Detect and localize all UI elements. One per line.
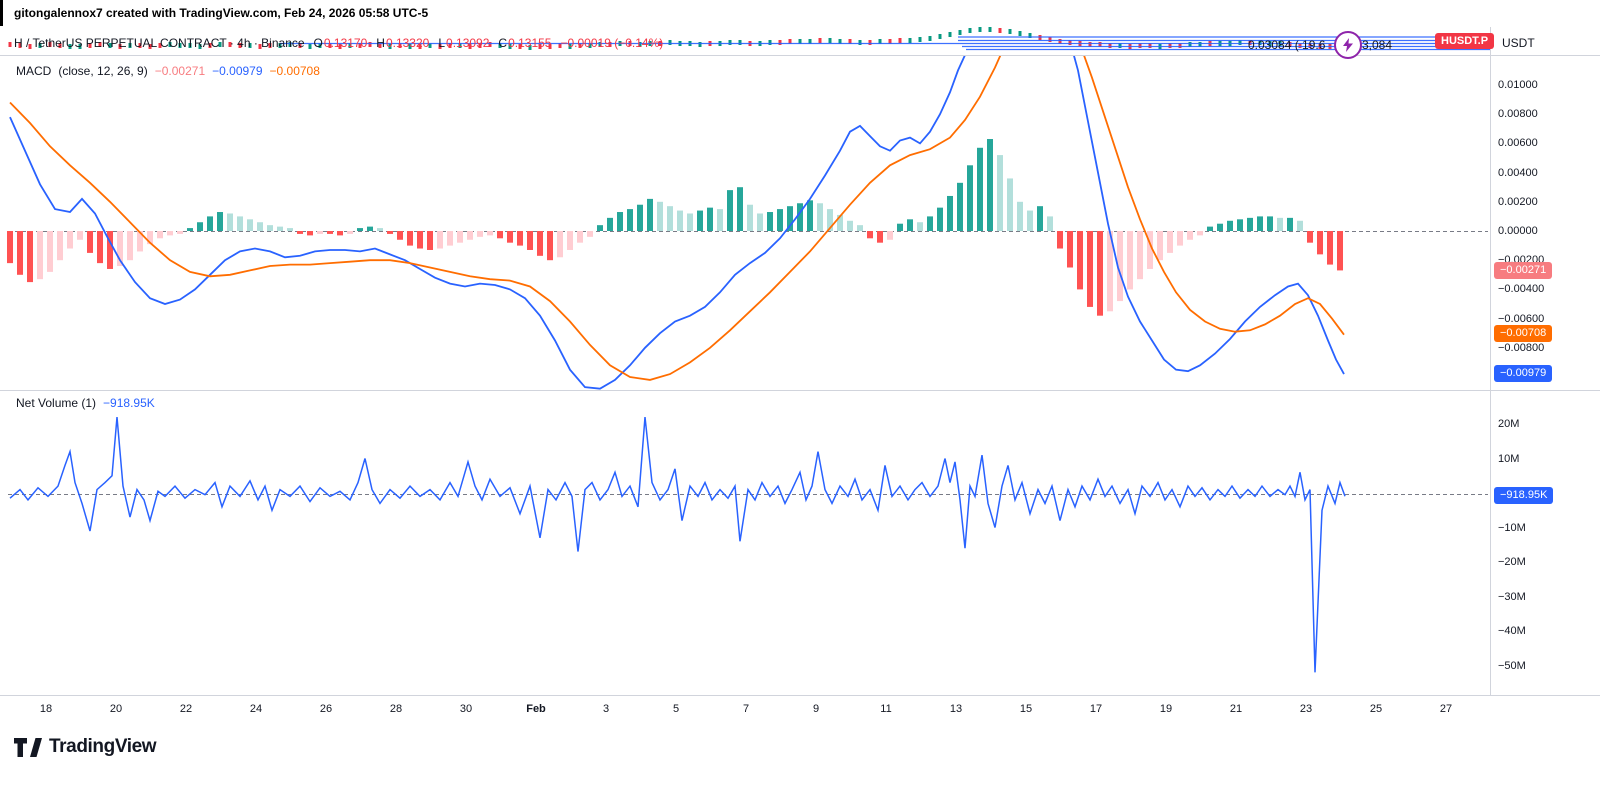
volume-axis-label: −20M xyxy=(1498,556,1526,568)
time-axis-label: 28 xyxy=(389,703,403,715)
net-volume-value-badge: −918.95K xyxy=(1494,487,1554,505)
time-axis-label: 17 xyxy=(1089,703,1103,715)
right-info-count: 3,084 xyxy=(1362,38,1393,52)
net-volume-line xyxy=(9,417,1346,673)
time-axis-label: 18 xyxy=(39,703,53,715)
price-change: −0.00019 (−0.14%) xyxy=(560,36,664,50)
time-axis-label: 30 xyxy=(459,703,473,715)
time-axis-label: 22 xyxy=(179,703,193,715)
macd-axis-label: 0.00800 xyxy=(1498,108,1538,121)
macd-axis-label: 0.00600 xyxy=(1498,137,1538,150)
macd-title[interactable]: MACD xyxy=(16,64,52,78)
time-scale[interactable]: 18 20 22 24 26 28 30 Feb 3 5 7 9 11 13 15 17 19 21 23 25 27 xyxy=(0,701,1490,721)
footer-brand[interactable]: TradingView xyxy=(14,736,157,758)
price-scale[interactable]: USDT 0.01000 0.00800 0.00600 0.00400 0.00200… xyxy=(1492,0,1600,722)
time-axis-label: 13 xyxy=(949,703,963,715)
net-volume-legend[interactable]: Net Volume (1) −918.95K xyxy=(16,396,155,410)
time-axis-label: 25 xyxy=(1369,703,1383,715)
macd-axis-label: −0.00600 xyxy=(1498,312,1545,325)
signal-line xyxy=(9,56,1345,381)
macd-value-badge: −0.00708 xyxy=(1494,325,1553,343)
time-axis-label: 24 xyxy=(249,703,263,715)
volume-axis-label: −10M xyxy=(1498,521,1526,534)
net-volume-value: −918.95K xyxy=(103,396,155,410)
time-axis-label: 26 xyxy=(319,703,333,715)
time-axis-label: 20 xyxy=(109,703,123,715)
ticker-badge: HUSDT.P xyxy=(1435,33,1495,49)
volume-axis-label: −30M xyxy=(1498,590,1526,603)
tradingview-logo-icon xyxy=(14,737,42,757)
time-axis-label: 19 xyxy=(1159,703,1173,715)
macd-axis-label: 0.00400 xyxy=(1498,166,1538,179)
macd-axis-label: −0.00400 xyxy=(1498,283,1545,296)
macd-axis-label: 0.01000 xyxy=(1498,79,1538,91)
time-axis-label: 27 xyxy=(1439,703,1453,715)
macd-signal-value: −0.00708 xyxy=(269,64,320,78)
time-axis-label: 23 xyxy=(1299,703,1313,715)
macd-line-value: −0.00979 xyxy=(212,64,263,78)
time-axis-label: 15 xyxy=(1019,703,1033,715)
time-axis-label: 3 xyxy=(602,703,610,715)
macd-axis-label: −0.00800 xyxy=(1498,341,1545,354)
macd-value-badge: −0.00271 xyxy=(1494,261,1553,279)
time-axis-label: 5 xyxy=(672,703,680,715)
time-axis-label: Feb xyxy=(526,703,546,715)
macd-legend[interactable]: MACD (close, 12, 26, 9) −0.00271 −0.0097… xyxy=(16,64,320,78)
macd-line xyxy=(9,56,1345,390)
tradingview-logo-text: TradingView xyxy=(49,736,157,757)
time-axis-label: 7 xyxy=(742,703,750,715)
macd-axis-label: 0.00200 xyxy=(1498,195,1538,208)
time-axis-label: 11 xyxy=(880,703,892,715)
ohlc-open: O 0.13170 xyxy=(313,36,368,50)
time-axis-label: 21 xyxy=(1229,703,1243,715)
chart-watermark: gitongalennox7 created with TradingView.… xyxy=(14,6,429,20)
time-axis-label: 9 xyxy=(812,703,820,715)
ohlc-high: H 0.13320 xyxy=(376,36,430,50)
lightning-bolt-icon xyxy=(1343,38,1353,52)
volume-axis-label: −50M xyxy=(1498,659,1526,672)
window-edge-artifact xyxy=(0,0,3,26)
flash-boost-icon[interactable] xyxy=(1334,31,1362,59)
price-overlay-lines xyxy=(280,36,1490,51)
ohlc-close: C 0.13155 xyxy=(498,36,552,50)
right-info-value: 0.03084 ( 19.6 xyxy=(1248,38,1326,52)
net-volume-title[interactable]: Net Volume (1) xyxy=(16,396,97,410)
volume-axis-label: 10M xyxy=(1498,452,1520,465)
volume-axis-label: −40M xyxy=(1498,625,1526,637)
ohlc-low: L 0.13092 xyxy=(438,36,490,50)
macd-hist-value: −0.00271 xyxy=(154,64,206,78)
macd-params: (close, 12, 26, 9) xyxy=(58,64,148,78)
price-candles xyxy=(8,27,1342,50)
macd-value-badge: −0.00979 xyxy=(1494,364,1553,382)
macd-axis-label: 0.00000 xyxy=(1498,225,1538,237)
volume-axis-label: 20M xyxy=(1498,418,1520,430)
symbol-legend-row: H / TetherUS PERPETUAL CONTRACT · 4h · B… xyxy=(14,36,663,50)
symbol-title[interactable]: H / TetherUS PERPETUAL CONTRACT · 4h · B… xyxy=(14,36,305,50)
quote-currency-label: USDT xyxy=(1502,36,1535,50)
macd-histogram xyxy=(7,139,1343,316)
